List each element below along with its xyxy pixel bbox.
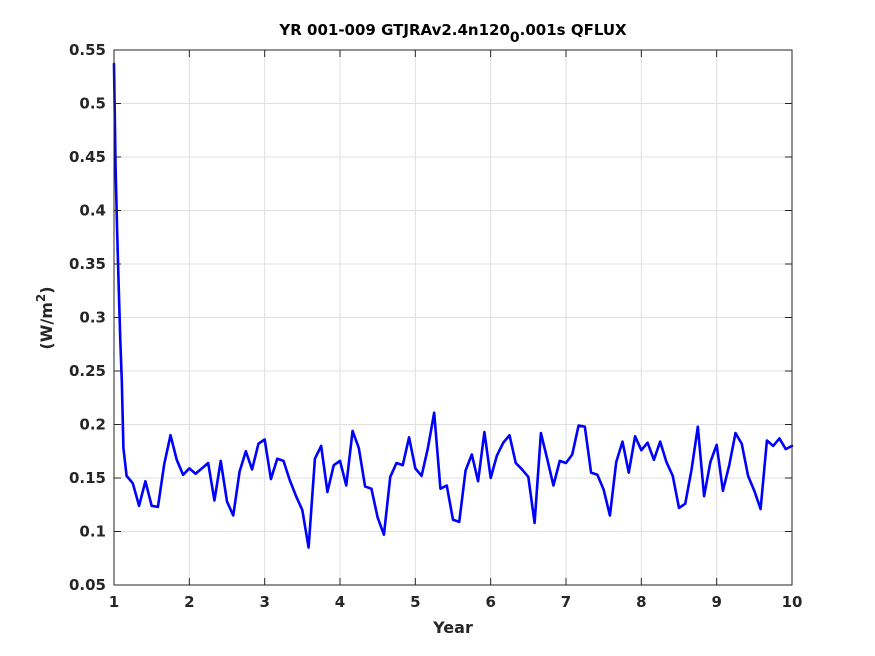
series-line (112, 62, 794, 549)
y-tick-label: 0.15 (69, 469, 106, 487)
x-tick-label: 10 (782, 593, 803, 611)
x-tick-label: 9 (711, 593, 721, 611)
y-axis-label-superscript: 2 (34, 294, 48, 302)
y-tick-label: 0.1 (79, 523, 106, 541)
y-tick-label: 0.25 (69, 362, 106, 380)
y-axis-label-suffix: ) (37, 286, 56, 293)
x-tick-label: 6 (485, 593, 495, 611)
series-layer (112, 62, 794, 549)
x-tick-label: 4 (335, 593, 345, 611)
x-tick-label: 2 (184, 593, 194, 611)
chart-title-subscript: 0 (510, 30, 520, 46)
y-tick-labels: 0.05 0.1 0.15 0.2 0.25 0.3 0.35 0.4 0.45 0.5 0.55 (69, 41, 106, 594)
y-tick-label: 0.2 (79, 416, 106, 434)
x-tick-labels: 1 2 3 4 5 6 7 8 9 10 (109, 593, 803, 611)
y-axis-label-main: (W/m (37, 302, 56, 349)
x-tick-label: 5 (410, 593, 420, 611)
y-tick-label: 0.45 (69, 148, 106, 166)
x-tick-label: 8 (636, 593, 646, 611)
x-tick-label: 3 (259, 593, 269, 611)
y-tick-label: 0.4 (79, 202, 106, 220)
y-tick-label: 0.55 (69, 41, 106, 59)
chart-title-suffix: .001s QFLUX (520, 21, 627, 39)
grid (114, 50, 792, 585)
x-tick-label: 7 (561, 593, 571, 611)
y-tick-label: 0.5 (79, 95, 106, 113)
ticks (113, 49, 793, 586)
x-tick-label: 1 (109, 593, 119, 611)
chart-title: YR 001-009 GTJRAv2.4n1200.001s QFLUX (278, 21, 627, 46)
y-tick-label: 0.05 (69, 576, 106, 594)
y-tick-label: 0.35 (69, 255, 106, 273)
y-axis-label: (W/m2) (34, 286, 56, 349)
y-tick-label: 0.3 (79, 309, 106, 327)
chart-title-main: YR 001-009 GTJRAv2.4n120 (278, 21, 510, 39)
x-axis-label: Year (432, 618, 473, 637)
